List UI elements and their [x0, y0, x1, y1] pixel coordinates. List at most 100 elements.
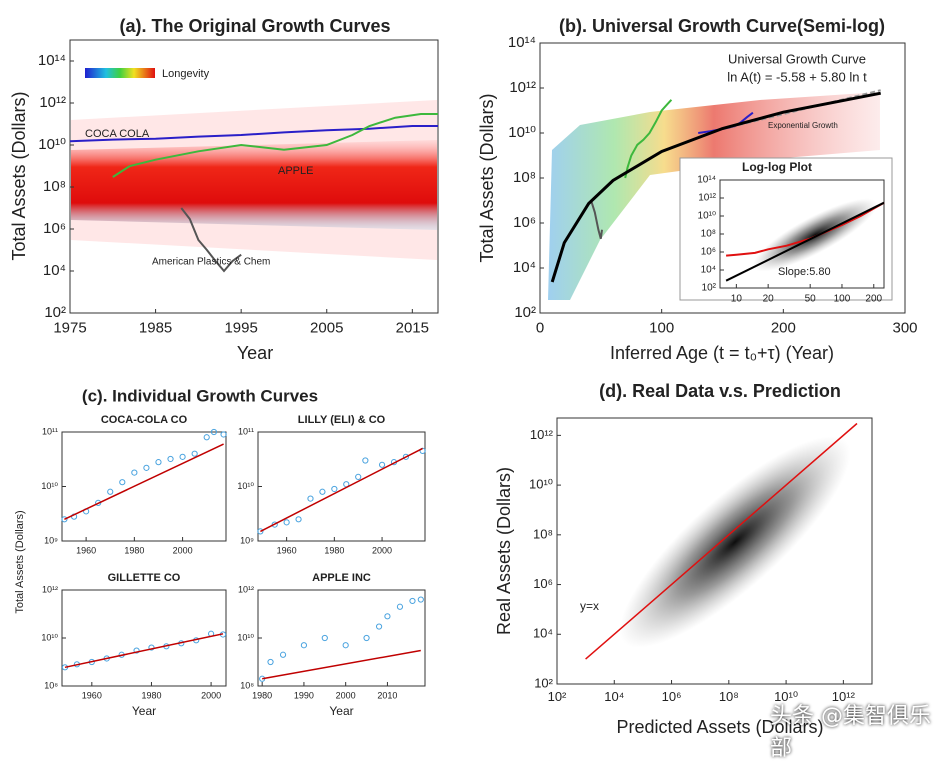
- x-tick-label: 2005: [310, 319, 343, 336]
- data-point: [419, 447, 426, 454]
- y-tick-label: 10⁸: [43, 178, 66, 195]
- data-point: [143, 464, 150, 471]
- x-axis-label: Year: [132, 704, 156, 718]
- x-tick-label: 1960: [82, 690, 102, 700]
- series-line: [260, 447, 423, 533]
- y-tick-label: 10⁶: [43, 220, 66, 237]
- x-tick-label: 1980: [252, 690, 272, 700]
- data-point: [131, 469, 138, 476]
- x-tick-label: 200: [771, 319, 796, 336]
- y-tick-label: 10¹⁰: [38, 136, 66, 153]
- x-tick-label: 2015: [396, 319, 429, 336]
- y-tick-label: 10¹⁰: [529, 477, 553, 492]
- y-tick-label: 10¹²: [509, 79, 536, 96]
- x-tick-label: 100: [834, 294, 851, 305]
- series-line: [262, 649, 421, 680]
- x-tick-label: 1985: [139, 319, 172, 336]
- y-tick-label: 10²: [514, 304, 536, 321]
- data-point: [133, 647, 140, 654]
- annotation: Slope:5.80: [778, 266, 831, 278]
- series-line: [69, 125, 438, 143]
- y-tick-label: 10¹⁴: [38, 52, 66, 69]
- data-point: [257, 528, 264, 535]
- data-point: [210, 428, 218, 436]
- colorbar-label: Longevity: [162, 68, 210, 80]
- y-tick-label: 10⁸: [513, 169, 536, 186]
- data-point: [167, 455, 174, 463]
- x-tick-label: 1980: [141, 690, 161, 700]
- chart-title: LILLY (ELI) & CO: [298, 414, 386, 426]
- chart-title: GILLETTE CO: [108, 572, 181, 584]
- data-point: [384, 613, 391, 620]
- y-tick-label: 10¹⁰: [508, 124, 536, 141]
- data-point: [307, 495, 314, 502]
- x-tick-label: 10²: [548, 689, 567, 704]
- series-label: APPLE: [278, 165, 313, 177]
- data-point: [119, 479, 126, 486]
- y-tick-label: 10¹²: [42, 584, 58, 594]
- data-point: [220, 431, 227, 438]
- data-point: [331, 485, 338, 493]
- data-point: [396, 603, 404, 610]
- data-point: [148, 644, 155, 651]
- data-point: [402, 453, 410, 460]
- x-tick-label: 1980: [324, 545, 344, 555]
- x-tick-label: 2000: [201, 690, 221, 700]
- y-tick-label: 10⁹: [240, 535, 254, 545]
- y-tick-label: 10⁶: [513, 214, 536, 231]
- data-point: [267, 658, 274, 666]
- x-axis-label: Predicted Assets (Dollars): [616, 717, 823, 737]
- data-point: [363, 634, 370, 642]
- x-tick-label: 10⁴: [604, 689, 624, 704]
- series-label: Universal Growth Curve: [728, 51, 866, 66]
- y-tick-label: 10²: [534, 675, 553, 690]
- colorbar: [85, 68, 155, 78]
- data-point: [342, 642, 349, 649]
- watermark: 头条 @集智俱乐部: [770, 704, 931, 761]
- series-line: [112, 113, 438, 178]
- data-point: [295, 516, 302, 523]
- x-tick-label: 2010: [377, 690, 397, 700]
- data-point: [417, 596, 424, 603]
- chart-title: (b). Universal Growth Curve(Semi-log): [559, 16, 885, 36]
- data-point: [191, 450, 198, 457]
- x-tick-label: 1990: [294, 690, 314, 700]
- background-curves: [71, 140, 437, 230]
- x-tick-label: 200: [865, 294, 882, 305]
- x-tick-label: 2000: [372, 545, 392, 555]
- data-point: [155, 459, 162, 466]
- series-line: [590, 200, 603, 239]
- y-tick-label: 10¹²: [530, 427, 554, 442]
- data-point: [179, 453, 186, 460]
- y-tick-label: 10¹²: [238, 584, 254, 594]
- y-tick-label: 10⁸: [44, 680, 58, 690]
- series-line: [550, 91, 881, 283]
- data-point: [107, 488, 114, 495]
- plot-frame: [556, 417, 873, 685]
- plot-frame: [61, 431, 227, 542]
- y-tick-label: 10¹⁰: [698, 211, 716, 222]
- x-tick-label: 1960: [76, 545, 96, 555]
- annotation: y=x: [580, 599, 599, 613]
- y-tick-label: 10⁸: [701, 229, 716, 240]
- x-axis-label: Year: [237, 343, 273, 363]
- panel-title: (c). Individual Growth Curves: [82, 386, 318, 405]
- series-line: [725, 201, 885, 282]
- x-axis-label: Inferred Age (t = t₀+τ) (Year): [610, 343, 834, 363]
- series-label: Exponential Growth: [768, 121, 838, 130]
- data-point: [203, 434, 210, 441]
- x-tick-label: 1960: [277, 545, 297, 555]
- y-tick-label: 10¹⁴: [697, 175, 716, 186]
- chart-title: APPLE INC: [312, 572, 371, 584]
- x-tick-label: 10: [731, 294, 743, 305]
- x-tick-label: 0: [536, 319, 544, 336]
- y-tick-label: 10⁴: [701, 265, 716, 276]
- background-curves: [548, 92, 880, 300]
- plot-frame: [69, 39, 439, 314]
- y-tick-label: 10¹⁰: [237, 632, 254, 642]
- x-tick-label: 10⁸: [719, 689, 739, 704]
- annotation: ln A(t) = -5.58 + 5.80 ln t: [727, 69, 867, 84]
- series-line: [726, 201, 885, 257]
- chart-title: Log-log Plot: [742, 160, 812, 174]
- x-tick-label: 10¹²: [832, 689, 856, 704]
